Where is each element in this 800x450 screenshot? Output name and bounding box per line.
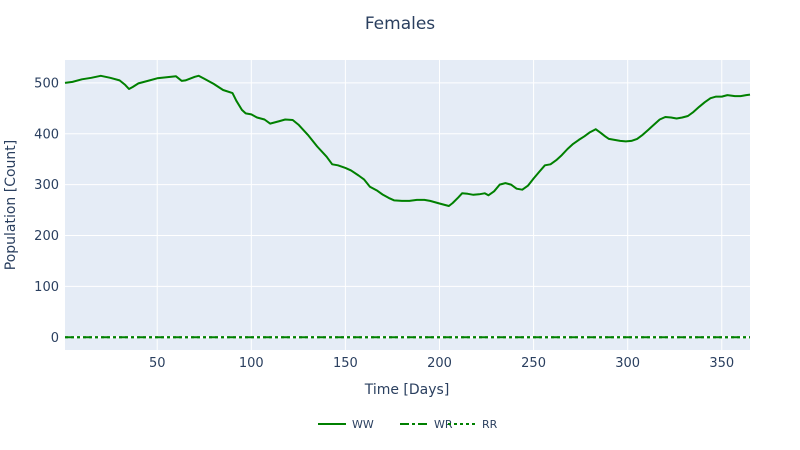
series-line-ww <box>64 74 751 207</box>
y-tick-label: 400 <box>34 127 59 142</box>
tick-labels: 50 100 150 200 250 300 350 0 100 200 300 400 500 <box>34 76 734 371</box>
legend[interactable]: WW WR RR <box>318 418 498 431</box>
legend-item-ww[interactable]: WW <box>318 418 374 431</box>
y-tick-label: 200 <box>34 229 59 244</box>
legend-label: WR <box>434 418 453 431</box>
y-tick-label: 300 <box>34 178 59 193</box>
plot-area <box>65 60 750 350</box>
y-axis-title: Population [Count] <box>3 140 19 271</box>
series-layer <box>64 74 751 339</box>
x-tick-label: 250 <box>521 356 546 371</box>
legend-label: RR <box>482 418 498 431</box>
x-tick-label: 150 <box>333 356 358 371</box>
x-axis-title: Time [Days] <box>364 382 450 398</box>
y-tick-label: 0 <box>51 331 59 346</box>
y-tick-label: 100 <box>34 280 59 295</box>
legend-item-wr[interactable]: WR <box>400 418 453 431</box>
legend-item-rr[interactable]: RR <box>448 418 498 431</box>
x-tick-label: 100 <box>239 356 264 371</box>
x-tick-label: 350 <box>709 356 734 371</box>
x-tick-label: 300 <box>615 356 640 371</box>
legend-label: WW <box>352 418 374 431</box>
y-tick-label: 500 <box>34 76 59 91</box>
x-tick-label: 50 <box>149 356 166 371</box>
chart-title: Females <box>365 14 435 34</box>
x-tick-label: 200 <box>427 356 452 371</box>
gridlines <box>65 60 750 350</box>
